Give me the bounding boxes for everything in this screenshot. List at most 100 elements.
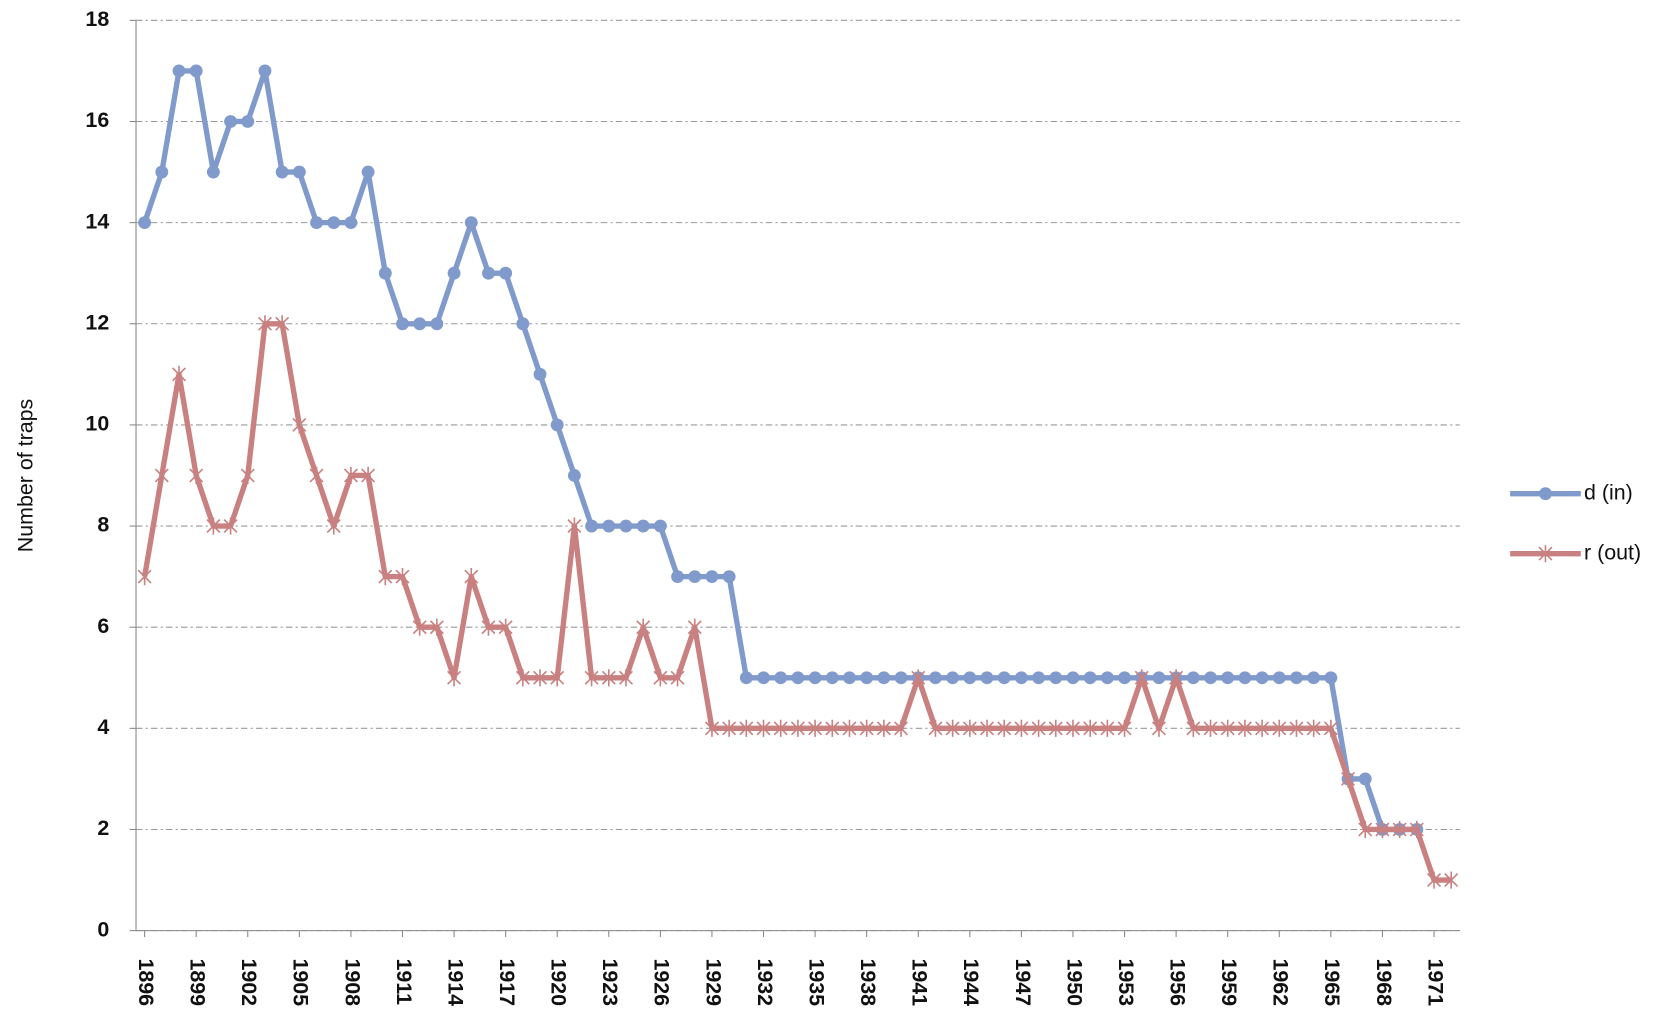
y-tick-label: 16 bbox=[85, 108, 109, 132]
marker bbox=[1100, 719, 1115, 737]
marker bbox=[1307, 671, 1321, 685]
y-tick-label: 18 bbox=[85, 7, 109, 31]
marker bbox=[602, 519, 616, 533]
marker bbox=[1152, 671, 1166, 685]
marker bbox=[671, 570, 684, 584]
marker bbox=[911, 669, 926, 687]
marker bbox=[688, 570, 702, 584]
legend-marker bbox=[1538, 545, 1553, 563]
y-tick-label: 10 bbox=[85, 412, 109, 436]
marker bbox=[155, 165, 169, 179]
marker bbox=[172, 365, 186, 383]
marker bbox=[275, 315, 290, 333]
marker bbox=[413, 317, 427, 331]
marker bbox=[498, 618, 513, 636]
marker bbox=[584, 669, 599, 687]
legend-marker bbox=[1539, 487, 1552, 501]
marker bbox=[687, 618, 702, 636]
marker bbox=[1134, 669, 1149, 687]
x-tick-label: 1929 bbox=[701, 958, 725, 1006]
marker bbox=[1272, 719, 1287, 737]
x-tick-label: 1947 bbox=[1011, 958, 1035, 1006]
marker bbox=[963, 671, 977, 685]
x-tick-label: 1914 bbox=[443, 958, 467, 1006]
marker bbox=[344, 216, 358, 230]
x-tick-label: 1896 bbox=[134, 958, 158, 1006]
marker bbox=[1065, 719, 1080, 737]
y-tick-label: 14 bbox=[85, 209, 109, 233]
marker bbox=[550, 418, 564, 432]
marker bbox=[309, 466, 324, 485]
marker bbox=[1066, 671, 1080, 685]
marker bbox=[1203, 719, 1218, 737]
marker bbox=[1221, 671, 1235, 685]
marker bbox=[1323, 719, 1338, 737]
x-tick-label: 1917 bbox=[495, 958, 519, 1006]
marker bbox=[791, 671, 805, 685]
series-line bbox=[141, 321, 1452, 883]
marker bbox=[172, 64, 186, 78]
marker bbox=[1049, 671, 1063, 685]
marker bbox=[138, 216, 152, 230]
x-tick-label: 1908 bbox=[340, 958, 364, 1006]
marker bbox=[1048, 719, 1063, 737]
y-axis-label: Number of traps bbox=[13, 399, 37, 552]
marker bbox=[757, 671, 770, 685]
marker bbox=[1220, 719, 1235, 737]
marker bbox=[825, 671, 839, 685]
marker bbox=[1032, 671, 1046, 685]
marker bbox=[1255, 719, 1270, 737]
marker bbox=[756, 719, 771, 737]
marker bbox=[1324, 671, 1338, 685]
marker bbox=[1014, 719, 1029, 737]
marker bbox=[739, 719, 754, 737]
marker bbox=[704, 719, 719, 737]
y-tick-label: 12 bbox=[85, 310, 109, 334]
marker bbox=[653, 519, 667, 533]
marker bbox=[223, 517, 238, 535]
marker bbox=[189, 64, 203, 78]
marker bbox=[1083, 671, 1097, 685]
marker bbox=[1290, 671, 1303, 685]
legend-label: r (out) bbox=[1584, 540, 1641, 564]
x-tick-label: 1941 bbox=[908, 958, 932, 1006]
marker bbox=[241, 115, 255, 128]
marker bbox=[790, 719, 805, 737]
marker bbox=[292, 165, 306, 179]
x-tick-label: 1962 bbox=[1269, 958, 1293, 1006]
x-tick-label: 1953 bbox=[1114, 958, 1138, 1006]
marker bbox=[1169, 669, 1184, 687]
marker bbox=[240, 466, 255, 485]
y-tick-label: 6 bbox=[97, 614, 109, 638]
marker bbox=[430, 317, 444, 331]
x-tick-label: 1935 bbox=[804, 958, 828, 1006]
marker bbox=[343, 466, 358, 485]
marker bbox=[258, 64, 272, 78]
x-tick-label: 1959 bbox=[1217, 958, 1241, 1006]
marker bbox=[894, 719, 909, 737]
marker bbox=[206, 165, 220, 179]
x-tick-label: 1971 bbox=[1423, 958, 1447, 1006]
marker bbox=[653, 669, 668, 687]
marker bbox=[946, 671, 960, 685]
marker bbox=[154, 466, 169, 485]
marker bbox=[1186, 671, 1200, 685]
marker bbox=[859, 719, 874, 737]
marker bbox=[1100, 671, 1114, 685]
marker bbox=[481, 618, 496, 636]
marker bbox=[808, 671, 822, 685]
marker bbox=[618, 669, 633, 687]
marker bbox=[722, 570, 736, 584]
marker bbox=[1118, 671, 1131, 685]
y-tick-label: 4 bbox=[97, 715, 109, 739]
marker bbox=[808, 719, 823, 737]
marker bbox=[206, 517, 221, 535]
marker bbox=[257, 315, 272, 333]
y-tick-label: 2 bbox=[97, 816, 109, 840]
marker bbox=[722, 719, 737, 737]
marker bbox=[945, 719, 960, 737]
marker bbox=[928, 719, 943, 737]
marker bbox=[843, 671, 856, 685]
marker bbox=[1392, 820, 1407, 839]
